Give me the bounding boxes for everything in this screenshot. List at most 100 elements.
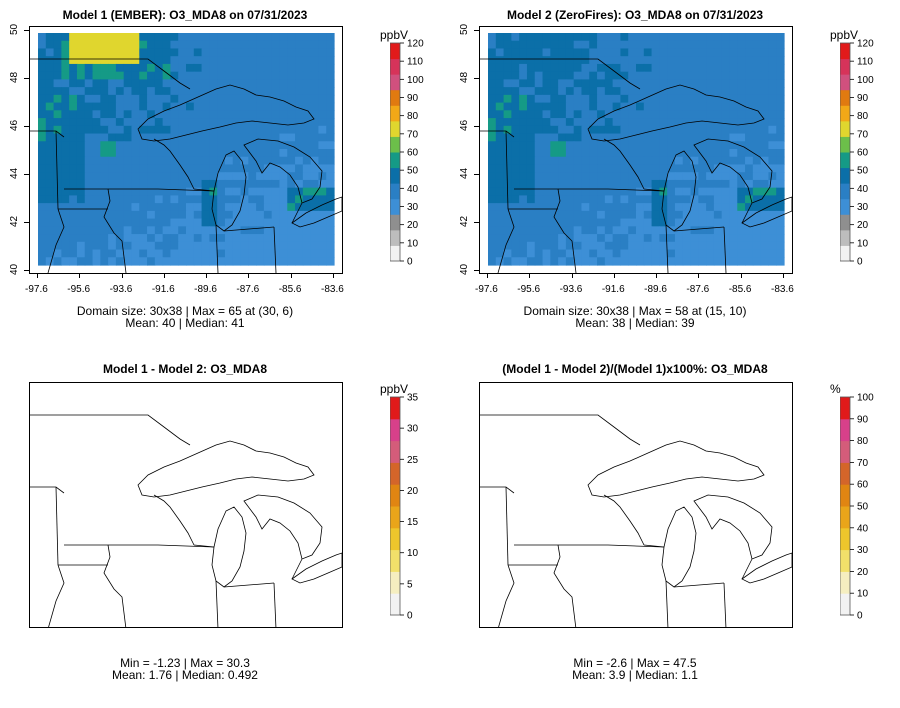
grid-cell xyxy=(698,56,707,65)
grid-cell xyxy=(100,241,109,251)
grid-cell xyxy=(139,125,148,135)
grid-cell xyxy=(550,234,559,243)
grid-cell xyxy=(232,48,242,57)
map-percent-difference xyxy=(479,382,793,628)
grid-cell xyxy=(287,40,296,50)
grid-cell xyxy=(61,257,70,266)
grid-cell xyxy=(706,40,715,50)
grid-cell xyxy=(745,71,754,80)
lake-huron-outline xyxy=(693,494,773,560)
grid-cell xyxy=(690,195,699,204)
grid-cell xyxy=(147,102,156,111)
grid-cell xyxy=(271,71,281,80)
grid-cell xyxy=(511,56,520,65)
grid-cell xyxy=(84,56,94,65)
grid-cell xyxy=(526,241,536,251)
grid-cell xyxy=(240,33,249,42)
grid-cell xyxy=(628,71,637,80)
grid-cell xyxy=(503,102,512,111)
grid-cell xyxy=(186,94,195,104)
grid-cell xyxy=(659,218,668,227)
grid-cell xyxy=(534,71,544,80)
grid-cell xyxy=(737,195,746,204)
grid-cell xyxy=(186,79,195,88)
grid-cell xyxy=(729,172,738,181)
grid-cell xyxy=(534,249,544,258)
grid-cell xyxy=(526,234,536,243)
grid-cell xyxy=(256,172,265,181)
grid-cell xyxy=(100,249,109,258)
grid-cell xyxy=(76,118,86,127)
grid-cell xyxy=(256,102,265,111)
grid-cell xyxy=(620,40,629,50)
state-border xyxy=(603,494,645,546)
grid-cell xyxy=(760,79,770,88)
grid-cell xyxy=(248,257,257,266)
state-border xyxy=(47,208,65,273)
grid-cell xyxy=(581,87,590,96)
grid-cell xyxy=(209,172,218,181)
grid-cell xyxy=(209,48,218,57)
grid-cell xyxy=(636,118,645,127)
grid-cell xyxy=(488,133,497,142)
grid-cell xyxy=(209,118,218,127)
colorbar-tick-label: 30 xyxy=(857,202,869,213)
grid-cell xyxy=(326,218,335,227)
grid-cell xyxy=(737,63,746,73)
grid-cell xyxy=(154,149,164,158)
grid-cell xyxy=(186,210,195,220)
grid-cell xyxy=(488,48,497,57)
grid-cell xyxy=(302,141,312,150)
grid-cell xyxy=(139,257,148,266)
grid-cell xyxy=(100,156,109,166)
grid-cell xyxy=(38,257,47,266)
grid-cell xyxy=(178,179,187,189)
grid-cell xyxy=(776,102,785,111)
grid-cell xyxy=(131,179,140,189)
grid-cell xyxy=(302,156,312,166)
grid-cell xyxy=(232,226,242,235)
grid-cell xyxy=(690,156,699,166)
grid-cell xyxy=(45,203,55,212)
grid-cell xyxy=(721,71,731,80)
grid-cell xyxy=(589,156,598,166)
grid-cell xyxy=(263,33,273,42)
grid-cell xyxy=(495,102,505,111)
grid-cell xyxy=(256,141,265,150)
x-tick-label: -95.6 xyxy=(67,284,91,295)
grid-cell xyxy=(745,203,754,212)
grid-cell xyxy=(503,87,512,96)
grid-cell xyxy=(776,110,785,119)
grid-cell xyxy=(768,195,777,204)
grid-cell xyxy=(682,56,692,65)
colorbar-unit: ppbV xyxy=(380,28,409,42)
grid-cell xyxy=(760,195,770,204)
grid-cell xyxy=(776,218,785,227)
grid-cell xyxy=(698,94,707,104)
grid-cell xyxy=(488,179,497,189)
grid-cell xyxy=(318,102,327,111)
grid-cell xyxy=(682,94,692,104)
grid-cell xyxy=(659,141,668,150)
grid-cell xyxy=(279,94,288,104)
grid-cell xyxy=(186,164,195,173)
colorbar-tick-label: 50 xyxy=(407,166,419,177)
grid-cell xyxy=(682,118,692,127)
grid-cell xyxy=(100,40,109,50)
grid-cell xyxy=(287,118,296,127)
grid-cell xyxy=(776,257,785,266)
grid-cell xyxy=(76,94,86,104)
grid-cell xyxy=(511,226,520,235)
grid-cell xyxy=(326,195,335,204)
grid-cell xyxy=(178,141,187,150)
grid-cell xyxy=(488,79,497,88)
grid-cell xyxy=(768,94,777,104)
grid-cell xyxy=(721,125,731,135)
grid-cell xyxy=(84,257,94,266)
grid-cell xyxy=(752,156,762,166)
grid-cell xyxy=(45,141,55,150)
grid-cell xyxy=(558,133,567,142)
grid-cell xyxy=(581,33,590,42)
state-border xyxy=(723,226,727,273)
